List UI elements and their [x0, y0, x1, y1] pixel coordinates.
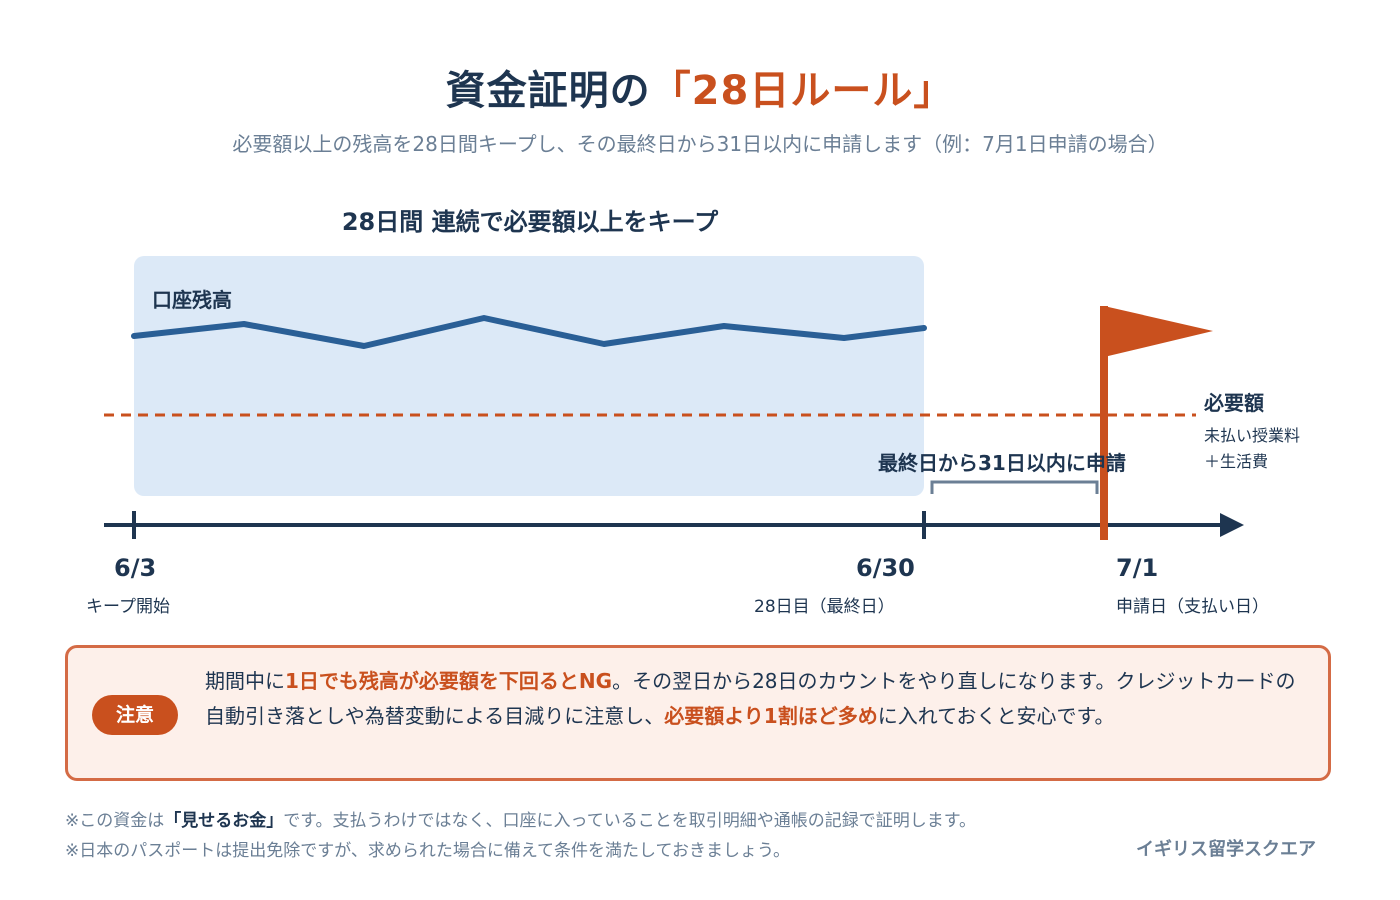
keep-period-box — [134, 256, 924, 496]
required-amount-title: 必要額 — [1204, 391, 1264, 415]
footnote-1: ※この資金は「見せるお金」です。支払うわけではなく、口座に入っていることを取引明… — [65, 806, 976, 831]
title-main: 資金証明の — [445, 68, 651, 114]
timeline-arrow-icon — [1220, 513, 1244, 537]
caution-text-part1: 期間中に — [205, 669, 285, 693]
deadline-bracket — [930, 480, 1099, 494]
last-day-label: 28日目（最終日） — [754, 597, 895, 617]
footnote-1-emphasis: 「見せるお金」 — [164, 811, 284, 831]
caution-box — [65, 645, 1331, 781]
apply-date: 7/1 — [1116, 554, 1159, 582]
caution-text-part3: に入れておくと安心です。 — [877, 704, 1115, 728]
required-amount-line2: ＋生活費 — [1204, 452, 1269, 471]
caution-emphasis2: 必要額より1割ほど多め — [664, 704, 878, 728]
caution-text-part2: 。その翌日から28日のカウントをやり直しになります。クレジットカードの自動引き落… — [205, 669, 1296, 728]
last-day-date: 6/30 — [856, 554, 915, 582]
start-date-label: キープ開始 — [86, 597, 170, 617]
keep-period-heading: 28日間 連続で必要額以上をキープ — [341, 208, 719, 236]
caution-badge: 注意 — [92, 695, 178, 735]
balance-label: 口座残高 — [152, 288, 232, 312]
footnote-2: ※日本のパスポートは提出免除ですが、求められた場合に備えて条件を満たしておきまし… — [65, 841, 791, 861]
apply-date-label: 申請日（支払い日） — [1116, 597, 1269, 617]
caution-emphasis1: 1日でも残高が必要額を下回るとNG — [285, 669, 613, 693]
flag-icon — [1100, 306, 1213, 540]
page-subtitle: 必要額以上の残高を28日間キープし、その最終日から31日以内に申請します（例：7… — [232, 132, 1168, 156]
title-highlight: 「28日ルール」 — [650, 68, 955, 114]
start-date: 6/3 — [114, 554, 157, 582]
caution-text: 期間中に1日でも残高が必要額を下回るとNG。その翌日から28日のカウントをやり直… — [205, 664, 1310, 734]
footnote-1-post: です。支払うわけではなく、口座に入っていることを取引明細や通帳の記録で証明します… — [283, 811, 976, 831]
balance-line — [131, 315, 927, 349]
page-title: 資金証明の「28日ルール」 — [0, 58, 1400, 116]
deadline-label: 最終日から31日以内に申請 — [878, 451, 1126, 475]
footnote-1-pre: ※この資金は — [65, 811, 165, 831]
required-amount-line1: 未払い授業料 — [1204, 426, 1301, 445]
brand-name: イギリス留学スクエア — [1136, 839, 1316, 860]
